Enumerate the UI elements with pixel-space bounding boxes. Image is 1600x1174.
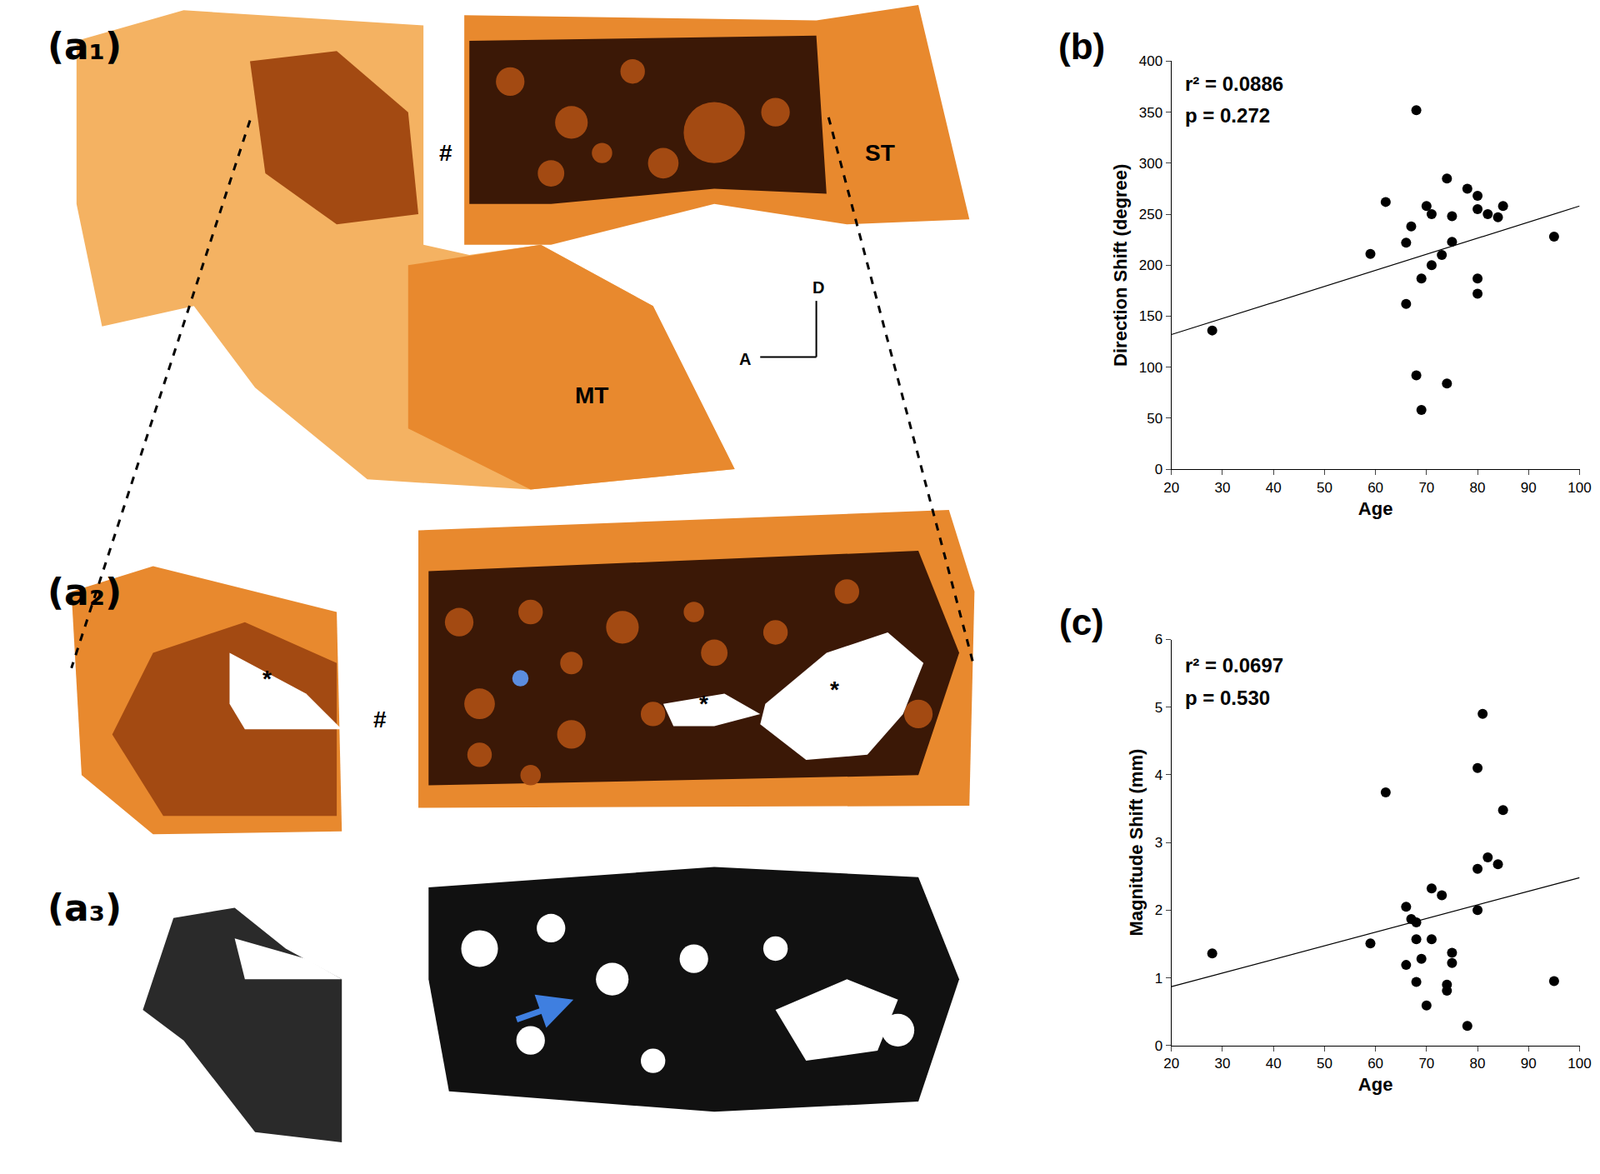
svg-text:150: 150 xyxy=(1139,308,1163,325)
svg-text:Direction Shift (degree): Direction Shift (degree) xyxy=(1110,164,1131,367)
svg-text:*: * xyxy=(699,690,709,717)
svg-text:250: 250 xyxy=(1139,206,1163,223)
svg-text:400: 400 xyxy=(1139,53,1163,70)
svg-text:5: 5 xyxy=(1155,700,1163,716)
svg-text:70: 70 xyxy=(1418,1055,1435,1072)
svg-text:20: 20 xyxy=(1163,1055,1180,1072)
svg-text:0: 0 xyxy=(1155,461,1163,478)
svg-text:40: 40 xyxy=(1265,1055,1282,1072)
svg-text:(c): (c) xyxy=(1059,601,1105,643)
svg-text:60: 60 xyxy=(1367,1055,1384,1072)
svg-text:MT: MT xyxy=(575,382,609,409)
svg-text:(a₁): (a₁) xyxy=(47,25,122,68)
svg-text:30: 30 xyxy=(1214,1055,1230,1072)
svg-text:r² = 0.0697: r² = 0.0697 xyxy=(1185,654,1284,677)
svg-text:80: 80 xyxy=(1470,480,1486,496)
svg-text:50: 50 xyxy=(1146,410,1163,427)
svg-text:#: # xyxy=(439,140,453,166)
svg-text:80: 80 xyxy=(1470,1055,1486,1072)
svg-text:100: 100 xyxy=(1567,480,1591,496)
svg-text:*: * xyxy=(830,676,840,703)
svg-text:(a₃): (a₃) xyxy=(47,886,122,930)
svg-text:50: 50 xyxy=(1316,1055,1333,1072)
svg-text:60: 60 xyxy=(1367,480,1384,496)
svg-text:r² = 0.0886: r² = 0.0886 xyxy=(1185,72,1284,95)
svg-text:100: 100 xyxy=(1567,1055,1591,1072)
svg-text:300: 300 xyxy=(1139,155,1163,172)
svg-text:40: 40 xyxy=(1265,480,1282,496)
svg-text:6: 6 xyxy=(1155,631,1163,648)
svg-text:20: 20 xyxy=(1163,480,1180,496)
svg-text:ST: ST xyxy=(865,140,895,166)
svg-text:p = 0.530: p = 0.530 xyxy=(1185,686,1270,710)
svg-text:(b): (b) xyxy=(1058,25,1105,67)
svg-text:100: 100 xyxy=(1139,360,1163,376)
svg-text:30: 30 xyxy=(1214,480,1230,496)
svg-text:A: A xyxy=(739,350,751,369)
svg-text:Age: Age xyxy=(1358,1074,1394,1095)
svg-text:50: 50 xyxy=(1316,480,1333,496)
svg-text:70: 70 xyxy=(1418,480,1435,496)
svg-text:1: 1 xyxy=(1155,970,1163,987)
svg-text:90: 90 xyxy=(1520,1055,1537,1072)
svg-text:#: # xyxy=(373,706,387,733)
svg-text:3: 3 xyxy=(1155,835,1163,851)
svg-text:4: 4 xyxy=(1155,767,1163,784)
svg-text:(a₂): (a₂) xyxy=(47,570,122,614)
svg-text:350: 350 xyxy=(1139,105,1163,121)
svg-text:Magnitude Shift (mm): Magnitude Shift (mm) xyxy=(1125,749,1147,937)
svg-text:90: 90 xyxy=(1520,480,1537,496)
svg-text:D: D xyxy=(812,278,825,297)
svg-text:Age: Age xyxy=(1358,498,1394,520)
svg-text:p = 0.272: p = 0.272 xyxy=(1185,104,1270,127)
svg-text:200: 200 xyxy=(1139,257,1163,274)
svg-text:0: 0 xyxy=(1155,1038,1163,1055)
svg-text:2: 2 xyxy=(1155,902,1163,919)
svg-text:*: * xyxy=(262,665,272,692)
